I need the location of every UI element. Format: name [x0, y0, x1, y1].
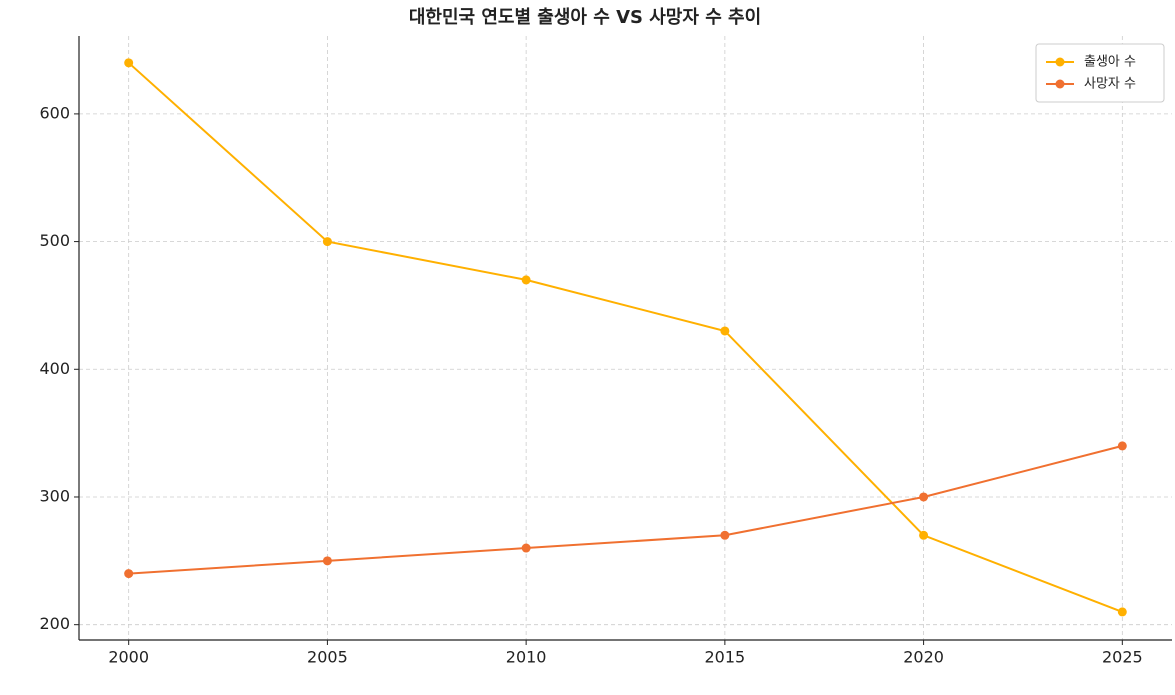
x-tick-label: 2010 — [506, 648, 547, 667]
x-tick-label: 2025 — [1102, 648, 1143, 667]
y-tick-label: 600 — [39, 103, 70, 122]
data-point — [720, 530, 730, 540]
legend-marker — [1055, 79, 1065, 89]
data-point — [1117, 441, 1127, 451]
legend-marker — [1055, 57, 1065, 67]
y-tick-label: 400 — [39, 359, 70, 378]
data-point — [919, 530, 929, 540]
data-point — [521, 543, 531, 553]
data-point — [322, 556, 332, 566]
data-point — [322, 237, 332, 247]
x-tick-label: 2015 — [705, 648, 746, 667]
data-point — [521, 275, 531, 285]
legend-box — [1035, 43, 1165, 103]
data-point — [1117, 607, 1127, 617]
series-line — [128, 444, 1123, 575]
chart-title: 대한민국 연도별 출생아 수 VS 사망자 수 추이 — [409, 7, 761, 28]
x-tick-label: 2020 — [903, 648, 944, 667]
y-tick-label: 300 — [39, 486, 70, 505]
legend-label: 출생아 수 — [1084, 55, 1136, 70]
x-tick-label: 2005 — [307, 648, 348, 667]
y-tick-label: 500 — [39, 231, 70, 250]
data-point — [720, 326, 730, 336]
data-point — [919, 492, 929, 502]
x-tick-label: 2000 — [108, 648, 149, 667]
legend-label: 사망자 수 — [1084, 77, 1136, 92]
series-line — [128, 62, 1123, 613]
data-point — [124, 569, 134, 579]
data-point — [124, 58, 134, 68]
y-tick-label: 200 — [39, 614, 70, 633]
